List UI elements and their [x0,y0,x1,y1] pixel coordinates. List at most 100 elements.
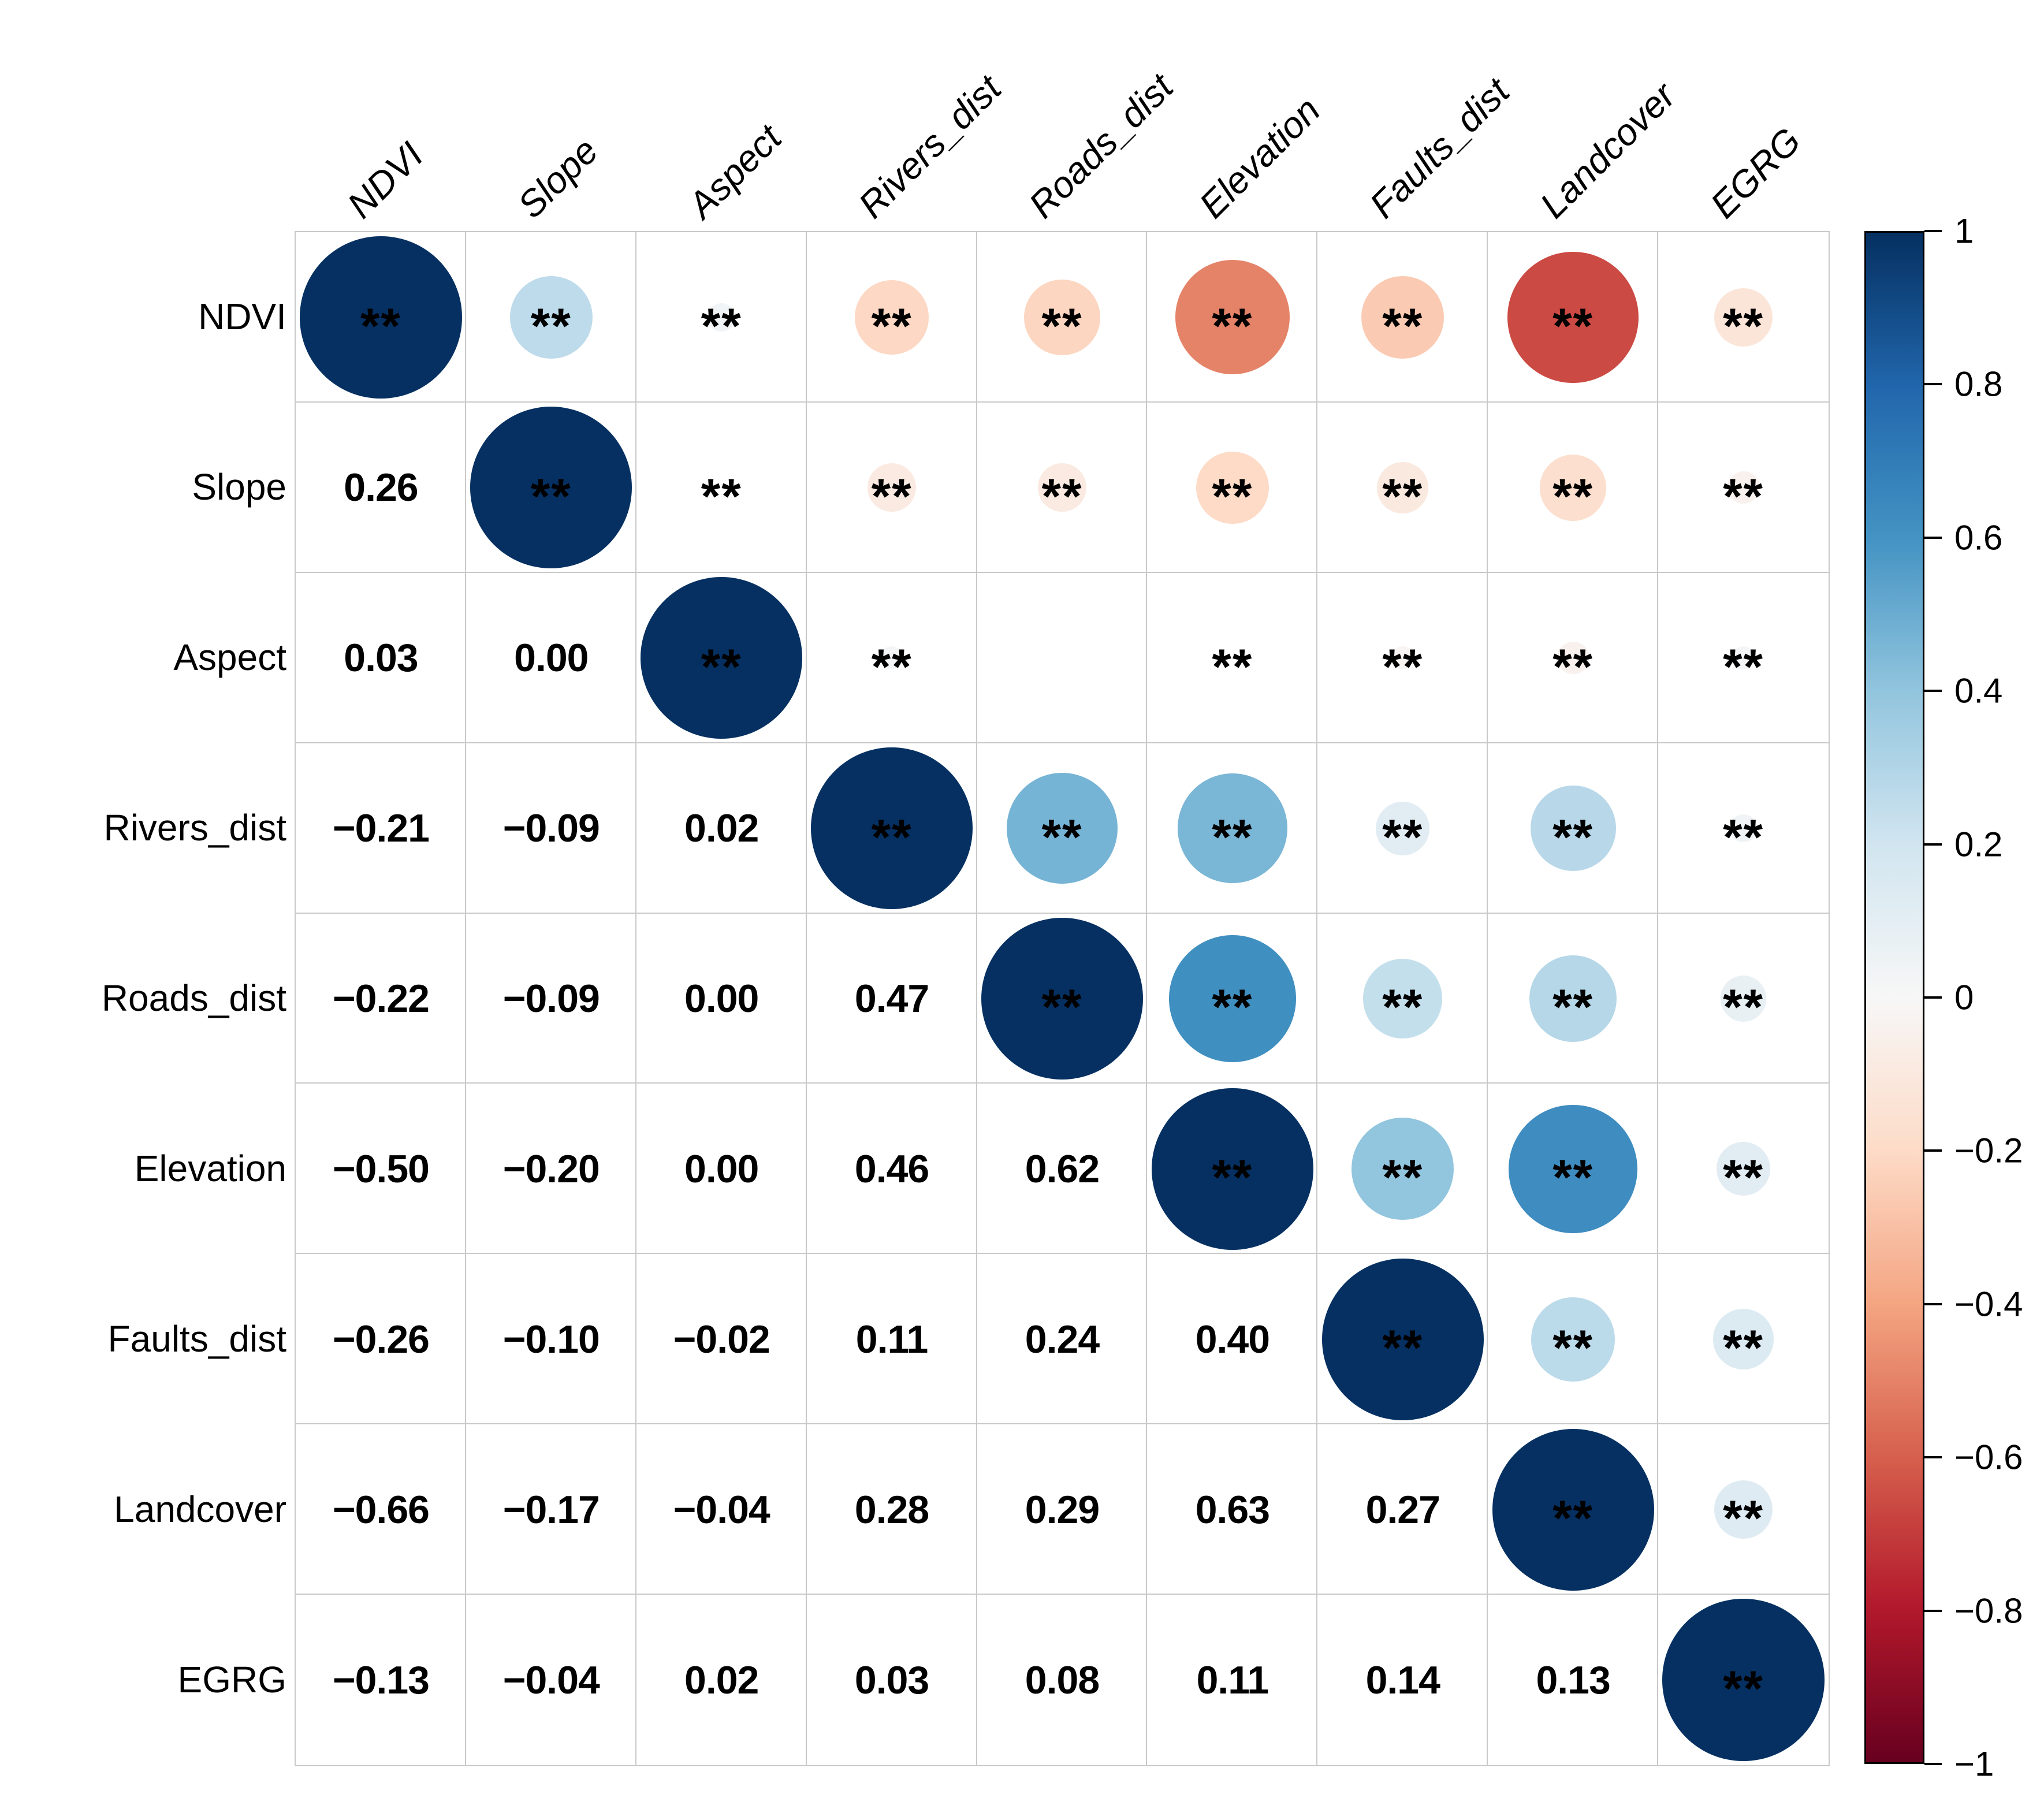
matrix-cell-Faults_dist-Landcover: ** [1487,1253,1660,1426]
correlation-circle [1151,1088,1313,1250]
correlation-circle [1391,646,1414,669]
colorbar-gradient [1864,231,1924,1764]
matrix-cell-Elevation-Aspect: 0.00 [635,1082,808,1256]
correlation-value: −0.10 [502,1317,600,1361]
matrix-cell-Elevation-Elevation: ** [1146,1082,1319,1256]
matrix-cell-Faults_dist-NDVI: −0.26 [295,1253,467,1426]
row-label-Slope: Slope [192,466,286,508]
correlation-value: −0.09 [502,976,600,1021]
correlation-value: −0.22 [332,976,430,1021]
significance-marker: ** [1212,298,1253,354]
matrix-cell-Elevation-Slope: −0.20 [464,1082,638,1256]
matrix-cell-NDVI-Roads_dist: ** [976,231,1149,404]
significance-marker: ** [1212,1150,1253,1206]
significance-marker: ** [871,639,913,695]
significance-marker: ** [1552,1150,1594,1206]
correlation-value: 0.00 [684,976,759,1021]
colorbar-tick-label: 0.6 [1954,518,2003,557]
significance-marker: ** [1552,980,1594,1036]
correlation-circle [1352,1118,1454,1220]
significance-marker: ** [1723,639,1764,695]
matrix-cell-Slope-Faults_dist: ** [1316,401,1490,574]
matrix-cell-Rivers_dist-Faults_dist: ** [1316,742,1490,915]
significance-marker: ** [1552,298,1594,354]
correlation-value: −0.04 [673,1487,770,1532]
significance-marker: ** [1723,1490,1764,1546]
significance-marker: ** [871,468,913,524]
matrix-cell-Rivers_dist-Elevation: ** [1146,742,1319,915]
correlation-circle [1006,773,1118,884]
correlation-value: 0.02 [684,1658,759,1702]
significance-marker: ** [701,639,742,695]
correlation-circle [1662,1599,1825,1761]
matrix-cell-Landcover-NDVI: −0.66 [295,1423,467,1596]
significance-marker: ** [1723,468,1764,524]
matrix-cell-Elevation-Rivers_dist: 0.46 [805,1082,978,1256]
correlation-circle [641,577,803,739]
row-label-Landcover: Landcover [114,1488,286,1530]
row-label-Faults_dist: Faults_dist [107,1317,286,1360]
correlation-value: 0.00 [514,636,589,680]
colorbar-tick-label: 1 [1954,211,1974,251]
correlation-value: 0.29 [1025,1487,1100,1532]
colorbar-tick-label: −0.4 [1954,1285,2023,1324]
matrix-cell-Roads_dist-Aspect: 0.00 [635,912,808,1085]
significance-marker: ** [1212,809,1253,865]
row-label-NDVI: NDVI [198,296,286,338]
correlation-value: 0.63 [1195,1487,1270,1532]
correlation-value: 0.47 [854,976,929,1021]
significance-marker: ** [360,298,401,354]
significance-marker: ** [1382,1320,1424,1376]
significance-marker: ** [701,298,742,354]
correlation-circle [1363,959,1443,1038]
matrix-cell-Faults_dist-Roads_dist: 0.24 [976,1253,1149,1426]
matrix-cell-Roads_dist-Faults_dist: ** [1316,912,1490,1085]
column-label-NDVI: NDVI [339,134,431,226]
correlation-circle [1377,462,1429,513]
correlation-circle [854,280,929,355]
colorbar-tick [1924,996,1942,999]
correlation-value: 0.00 [684,1147,759,1191]
significance-marker: ** [1041,468,1083,524]
significance-marker: ** [1041,298,1083,354]
correlation-value: −0.66 [332,1487,430,1532]
matrix-cell-Faults_dist-Elevation: 0.40 [1146,1253,1319,1426]
significance-marker: ** [1382,809,1424,865]
matrix-cell-Slope-Roads_dist: ** [976,401,1149,574]
significance-marker: ** [530,298,572,354]
matrix-cell-Roads_dist-Rivers_dist: 0.47 [805,912,978,1085]
matrix-cell-Elevation-Landcover: ** [1487,1082,1660,1256]
correlation-value: 0.03 [854,1658,929,1702]
matrix-cell-Roads_dist-Roads_dist: ** [976,912,1149,1085]
correlation-value: 0.11 [1196,1658,1269,1702]
column-label-EGRG: EGRG [1702,120,1809,226]
matrix-cell-Aspect-Rivers_dist: ** [805,571,978,745]
correlation-circle [1024,279,1100,356]
matrix-cell-Slope-NDVI: 0.26 [295,401,467,574]
correlation-value: −0.17 [502,1487,600,1532]
correlation-circle [1509,1104,1637,1234]
matrix-cell-Landcover-Rivers_dist: 0.28 [805,1423,978,1596]
significance-marker: ** [1723,1320,1764,1376]
matrix-cell-EGRG-NDVI: −0.13 [295,1594,467,1766]
significance-marker: ** [1041,980,1083,1036]
correlation-circle [1530,785,1616,872]
correlation-circle [1732,646,1755,669]
matrix-cell-NDVI-Landcover: ** [1487,231,1660,404]
correlation-circle [1539,454,1607,522]
correlation-circle [1168,935,1297,1063]
correlation-value: −0.20 [502,1147,600,1191]
matrix-cell-Roads_dist-Elevation: ** [1146,912,1319,1085]
matrix-cell-Landcover-Aspect: −0.04 [635,1423,808,1596]
correlation-value: −0.21 [332,806,430,851]
correlation-value: 0.02 [684,806,759,851]
correlation-value: −0.50 [332,1147,430,1191]
significance-marker: ** [1723,298,1764,354]
matrix-cell-NDVI-NDVI: ** [295,231,467,404]
colorbar-tick-label: −1 [1954,1744,1994,1784]
significance-marker: ** [1382,980,1424,1036]
correlation-circle [1175,260,1290,375]
correlation-circle [1529,955,1617,1043]
correlation-circle [981,917,1144,1080]
